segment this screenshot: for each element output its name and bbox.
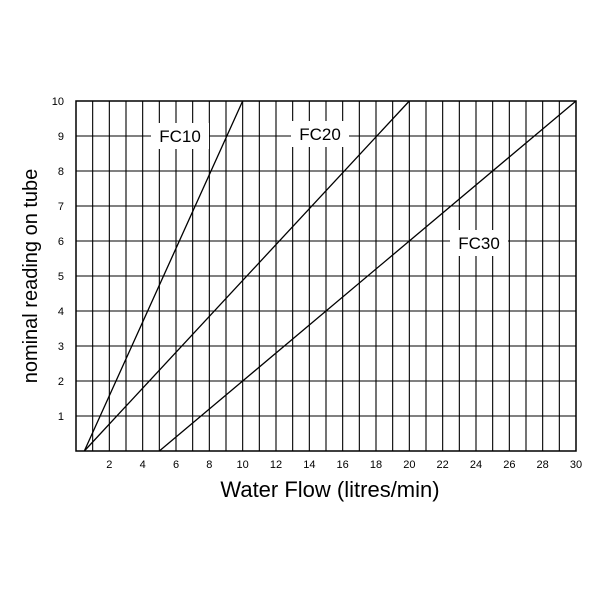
series-line-fc10 <box>83 100 244 452</box>
y-tick-label: 5 <box>58 271 64 283</box>
y-tick-label: 10 <box>52 96 64 108</box>
x-tick-label: 14 <box>303 459 315 471</box>
series-label-fc30: FC30 <box>458 234 500 253</box>
y-tick-label: 9 <box>58 131 64 143</box>
y-tick-label: 6 <box>58 236 64 248</box>
x-tick-label: 10 <box>237 459 249 471</box>
series-label-fc20: FC20 <box>299 125 341 144</box>
x-tick-label: 2 <box>106 459 112 471</box>
series-line-fc30 <box>158 100 577 452</box>
x-tick-label: 18 <box>370 459 382 471</box>
series-line-fc20 <box>83 100 410 452</box>
series-labels: FC10 FC20 FC30 <box>151 121 508 256</box>
x-tick-label: 12 <box>270 459 282 471</box>
x-tick-label: 26 <box>503 459 515 471</box>
y-tick-label: 1 <box>58 411 64 423</box>
series-label-box <box>291 121 349 147</box>
x-tick-label: 24 <box>470 459 482 471</box>
x-tick-label: 28 <box>537 459 549 471</box>
x-tick-label: 20 <box>403 459 415 471</box>
x-tick-label: 8 <box>206 459 212 471</box>
plot-frame <box>75 100 577 452</box>
grid <box>76 101 576 451</box>
series-label-fc10: FC10 <box>159 127 201 146</box>
y-tick-label: 2 <box>58 376 64 388</box>
series-label-box <box>450 230 508 256</box>
series-lines <box>83 100 577 452</box>
y-tick-label: 3 <box>58 341 64 353</box>
y-tick-label: 4 <box>58 306 64 318</box>
y-axis-title: nominal reading on tube <box>20 169 42 384</box>
x-tick-label: 22 <box>437 459 449 471</box>
x-axis-title: Water Flow (litres/min) <box>220 477 439 502</box>
x-tick-label: 6 <box>173 459 179 471</box>
y-tick-label: 8 <box>58 166 64 178</box>
x-tick-label: 30 <box>570 459 582 471</box>
x-tick-label: 4 <box>140 459 146 471</box>
y-tick-label: 7 <box>58 201 64 213</box>
x-tick-label: 16 <box>337 459 349 471</box>
series-label-box <box>151 123 209 149</box>
